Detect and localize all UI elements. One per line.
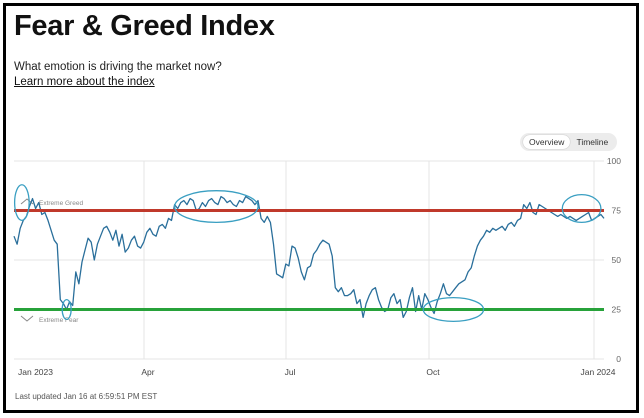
- extreme-fear-label: Extreme Fear: [39, 317, 79, 324]
- y-tick-label: 75: [612, 206, 622, 216]
- highlight-ellipse: [61, 298, 72, 321]
- x-tick-label: Oct: [426, 367, 440, 377]
- page-frame: [3, 3, 639, 413]
- highlight-ellipse: [561, 194, 602, 224]
- page-subtitle: What emotion is driving the market now?: [14, 61, 222, 73]
- highlight-ellipse: [173, 190, 259, 224]
- last-updated-text: Last updated Jan 16 at 6:59:51 PM EST: [15, 392, 158, 401]
- x-tick-label: Apr: [141, 367, 154, 377]
- y-tick-label: 25: [612, 305, 622, 315]
- y-tick-label: 100: [607, 156, 621, 166]
- y-tick-label: 50: [612, 255, 622, 265]
- x-tick-label: Jan 2024: [581, 367, 616, 377]
- y-tick-label: 0: [616, 354, 621, 364]
- x-tick-label: Jul: [285, 367, 296, 377]
- page-title: Fear & Greed Index: [14, 10, 275, 42]
- timeline-tab[interactable]: Timeline: [576, 137, 609, 147]
- x-tick-label: Jan 2023: [18, 367, 53, 377]
- chevron-down-icon: [20, 315, 34, 322]
- learn-more-link[interactable]: Learn more about the index: [14, 76, 155, 88]
- extreme-greed-label: Extreme Greed: [39, 200, 83, 207]
- highlight-ellipse: [422, 296, 485, 323]
- highlight-ellipse: [13, 184, 30, 222]
- view-toggle: Overview Timeline: [520, 133, 618, 151]
- overview-tab[interactable]: Overview: [523, 135, 571, 149]
- index-line: [13, 195, 605, 319]
